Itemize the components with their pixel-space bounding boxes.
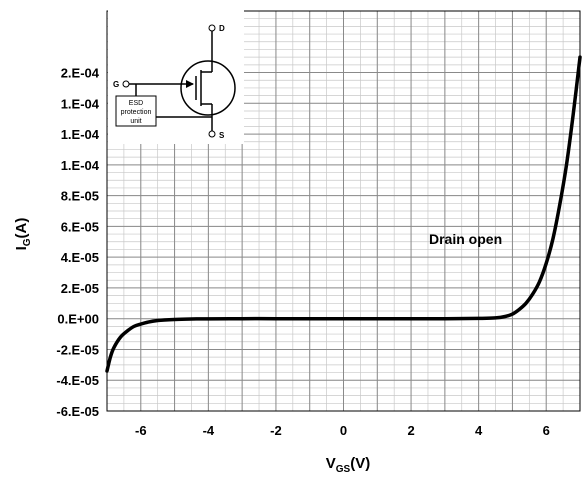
y-tick-label: 2.E-04 <box>61 66 100 81</box>
transistor-circle-icon <box>180 60 236 116</box>
annotation-drain-open: Drain open <box>429 231 502 247</box>
plot-frame <box>106 10 581 412</box>
x-tick-label: 0 <box>340 423 347 438</box>
y-tick-label: 1.E-04 <box>61 158 100 173</box>
y-tick-label: 4.E-05 <box>61 250 99 265</box>
y-tick-label: 0.E+00 <box>57 312 99 327</box>
esd-box <box>115 95 157 127</box>
esd-label-line3: unit <box>130 118 141 125</box>
x-tick-label: 2 <box>407 423 414 438</box>
x-tick-label: -6 <box>135 423 147 438</box>
y-tick-label: 1.E-04 <box>61 127 100 142</box>
y-tick-label: -4.E-05 <box>56 373 99 388</box>
drain-label: D <box>219 24 225 33</box>
y-tick-label: 2.E-05 <box>61 281 99 296</box>
source-label: S <box>219 131 225 140</box>
x-tick-label: -4 <box>203 423 215 438</box>
x-axis-title: VGS(V) <box>326 455 370 475</box>
x-tick-labels: -6 -4 -2 0 2 4 6 <box>135 423 550 438</box>
x-tick-label: 4 <box>475 423 483 438</box>
y-tick-label: -2.E-05 <box>56 342 99 357</box>
gate-label: G <box>113 80 119 89</box>
y-axis-title: IG(A) <box>13 218 33 251</box>
gate-current-curve <box>105 55 582 373</box>
esd-label-line2: protection <box>121 109 152 116</box>
y-tick-labels: -6.E-05 -4.E-05 -2.E-05 0.E+00 2.E-05 4.E-05 6… <box>56 66 99 419</box>
y-tick-label: 8.E-05 <box>61 189 99 204</box>
x-tick-label: 6 <box>543 423 550 438</box>
y-tick-label: 1.E-04 <box>61 96 100 111</box>
drain-terminal-icon <box>208 24 216 32</box>
gate-terminal-icon <box>122 80 130 88</box>
esd-label-line1: ESD <box>129 100 143 107</box>
inset-circuit-diagram: ESD protection unit G D S <box>108 10 244 144</box>
source-terminal-icon <box>208 130 216 138</box>
x-tick-label: -2 <box>270 423 282 438</box>
y-tick-label: -6.E-05 <box>56 404 99 419</box>
y-tick-label: 6.E-05 <box>61 219 99 234</box>
gate-arrow-icon <box>186 80 194 88</box>
